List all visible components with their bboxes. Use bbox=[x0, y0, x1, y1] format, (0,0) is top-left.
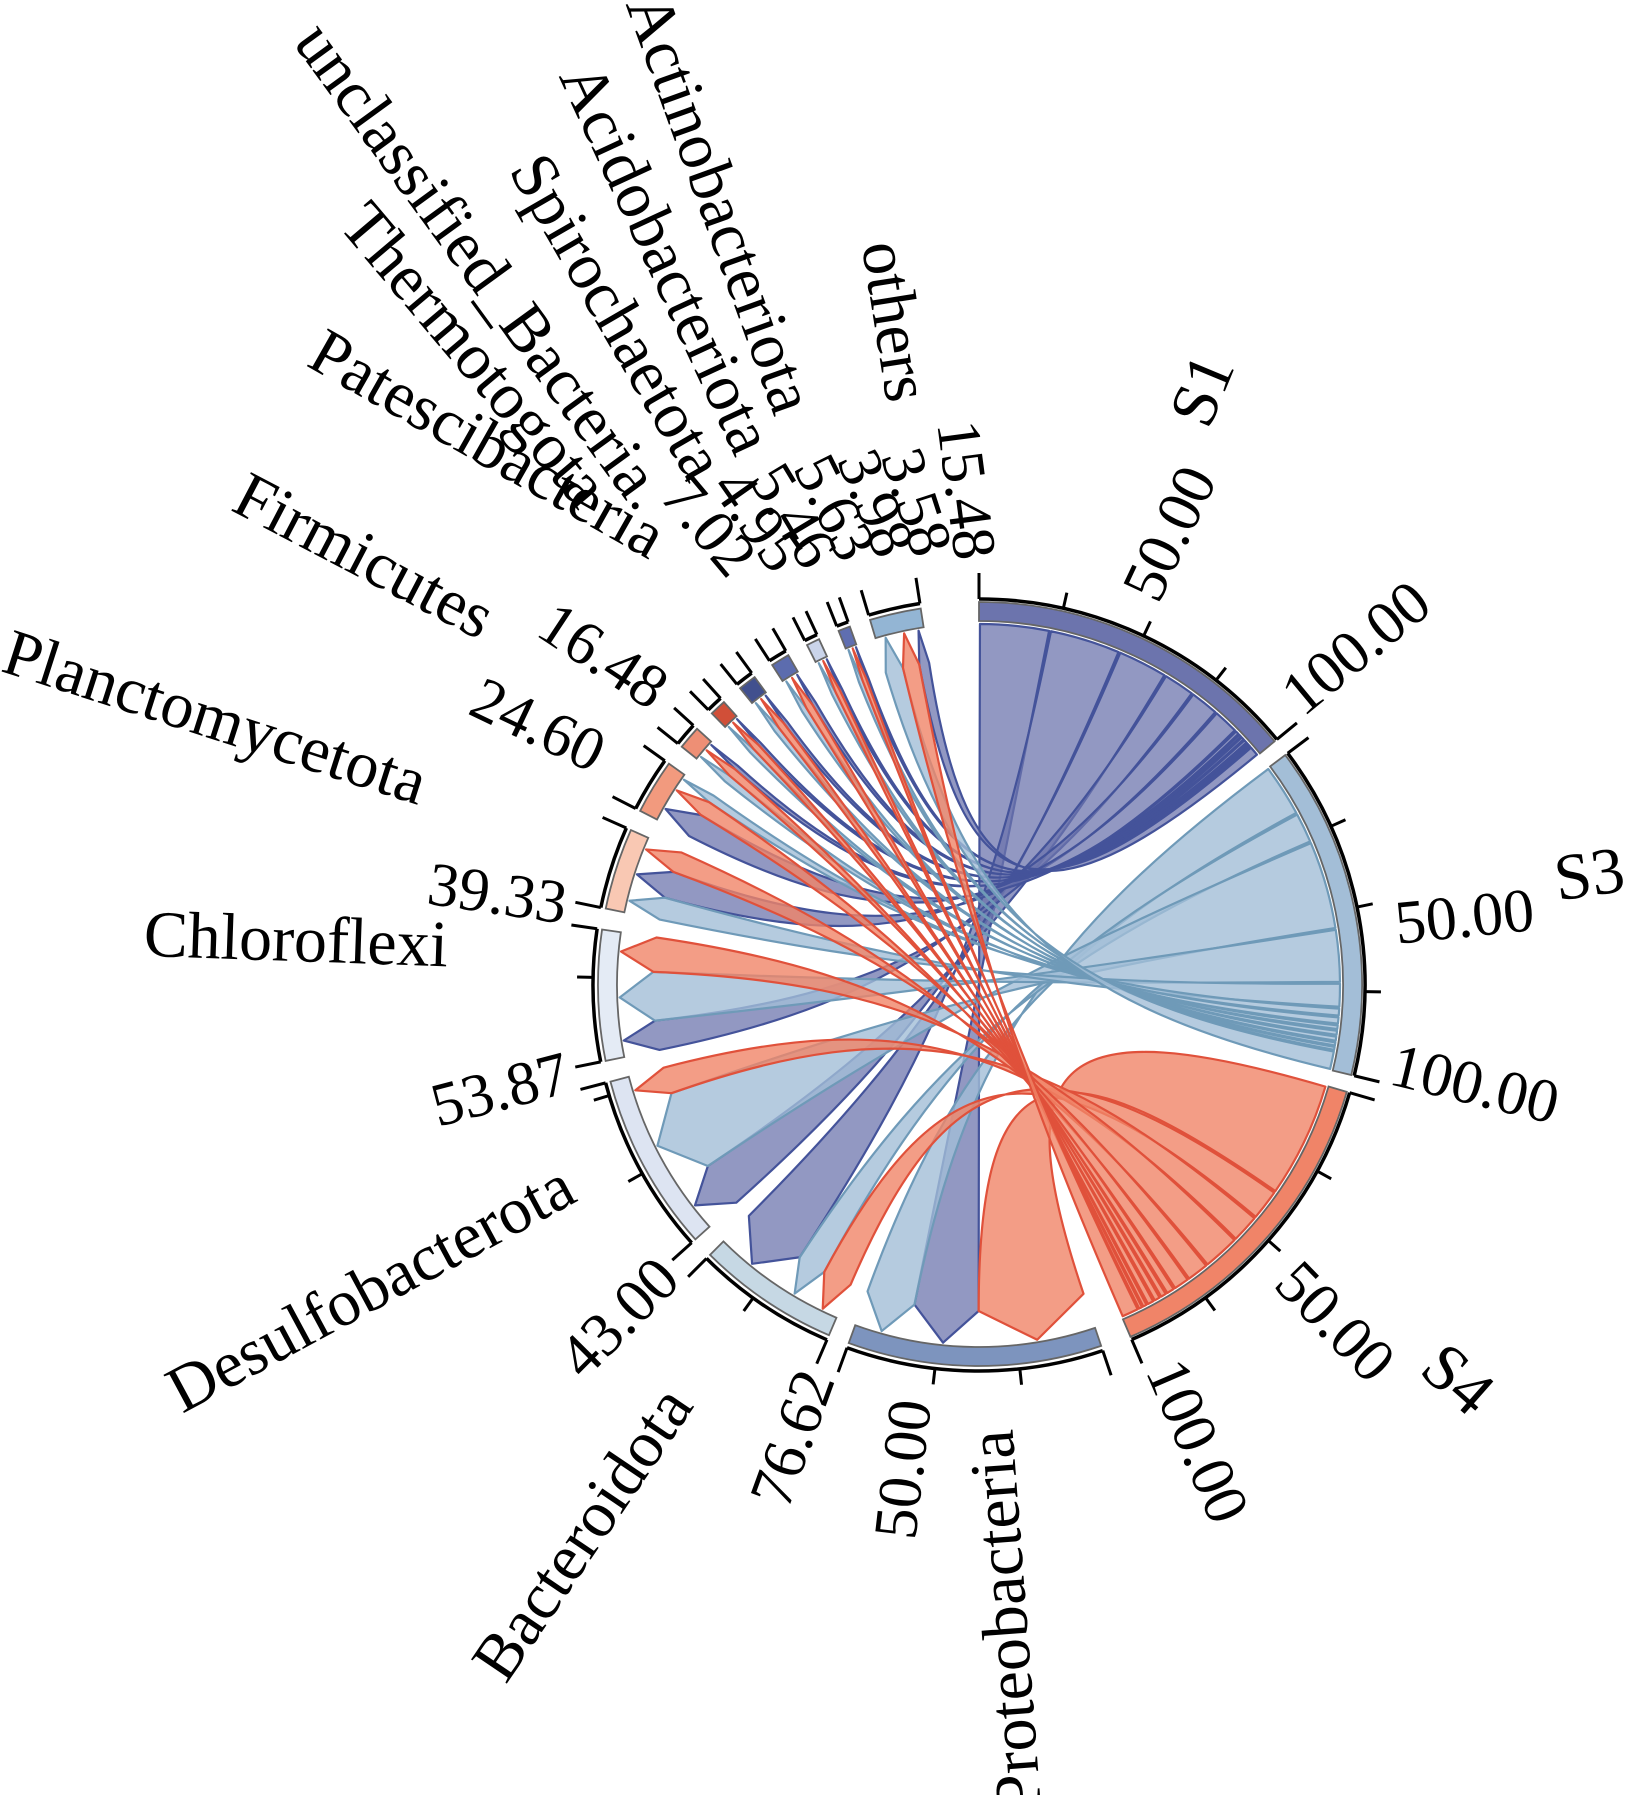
svg-text:50.00: 50.00 bbox=[1392, 876, 1538, 957]
svg-text:S3: S3 bbox=[1550, 833, 1630, 915]
svg-text:Chloroflexi: Chloroflexi bbox=[143, 898, 450, 982]
